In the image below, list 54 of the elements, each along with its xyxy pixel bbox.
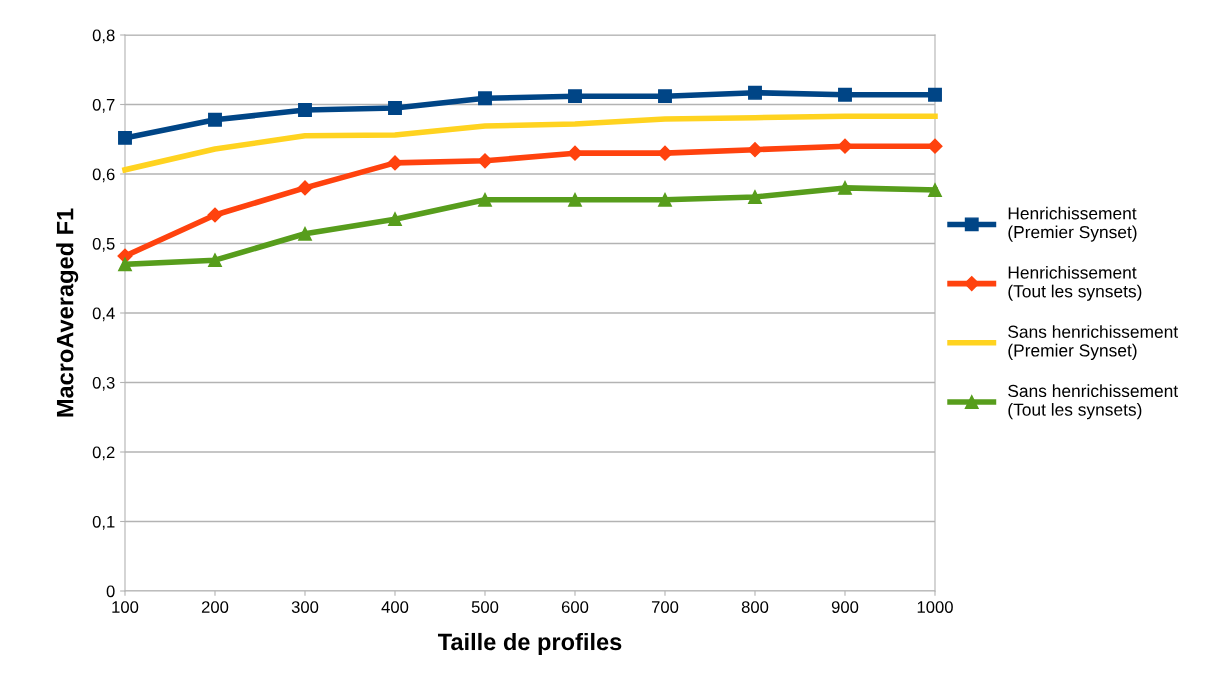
point bbox=[748, 85, 762, 100]
point bbox=[748, 189, 762, 204]
point bbox=[118, 257, 132, 272]
x-tick-label: 700 bbox=[651, 601, 679, 613]
y-tick-label: 0,2 bbox=[92, 446, 115, 461]
point bbox=[567, 145, 583, 161]
y-tick-label: 0,1 bbox=[92, 515, 115, 530]
x-tick-label: 500 bbox=[471, 601, 499, 613]
point bbox=[208, 253, 222, 268]
point bbox=[927, 138, 943, 154]
point bbox=[837, 138, 853, 154]
x-tick-label: 900 bbox=[831, 601, 859, 613]
point bbox=[478, 91, 492, 106]
point bbox=[658, 89, 672, 104]
x-tick-label: 100 bbox=[112, 601, 139, 613]
point bbox=[118, 130, 132, 145]
point bbox=[928, 87, 942, 102]
point bbox=[568, 89, 582, 104]
legend-label: Henrichissement (Tout les synsets) bbox=[1008, 265, 1142, 301]
point bbox=[928, 183, 942, 197]
x-tick-label: 600 bbox=[561, 601, 589, 613]
point bbox=[298, 103, 312, 118]
point bbox=[207, 207, 223, 223]
legend-label: Sans henrichissement (Premier Synset) bbox=[1008, 325, 1179, 361]
legend-label: Sans henrichissement (Tout les synsets) bbox=[1008, 384, 1179, 420]
y-tick-label: 0,8 bbox=[92, 29, 115, 44]
point bbox=[478, 192, 492, 207]
x-tick-label: 300 bbox=[291, 601, 319, 613]
x-tick-label: 400 bbox=[381, 601, 409, 613]
point bbox=[208, 112, 222, 127]
point bbox=[568, 192, 582, 207]
point bbox=[657, 145, 673, 161]
y-tick-label: 0,5 bbox=[92, 237, 115, 252]
x-axis-title: Taille de profiles bbox=[437, 632, 622, 655]
point bbox=[747, 142, 763, 158]
y-axis-title: MacroAveraged F1 bbox=[56, 208, 79, 417]
point bbox=[388, 101, 402, 115]
point bbox=[297, 180, 313, 196]
x-tick-label: 800 bbox=[741, 601, 769, 613]
point bbox=[838, 87, 852, 102]
y-tick-label: 0,7 bbox=[92, 98, 115, 113]
point bbox=[838, 180, 852, 195]
x-tick-label: 200 bbox=[201, 601, 229, 613]
y-tick-label: 0,6 bbox=[92, 168, 115, 183]
point bbox=[298, 226, 312, 241]
point bbox=[388, 212, 402, 227]
point bbox=[658, 192, 672, 207]
y-tick-label: 0,4 bbox=[92, 307, 115, 322]
legend-label: Henrichissement (Premier Synset) bbox=[1008, 206, 1137, 242]
x-tick-label: 1000 bbox=[917, 601, 953, 613]
y-tick-label: 0,3 bbox=[92, 376, 115, 391]
point bbox=[477, 153, 493, 169]
y-tick-label: 0 bbox=[106, 585, 115, 598]
point bbox=[387, 155, 403, 171]
